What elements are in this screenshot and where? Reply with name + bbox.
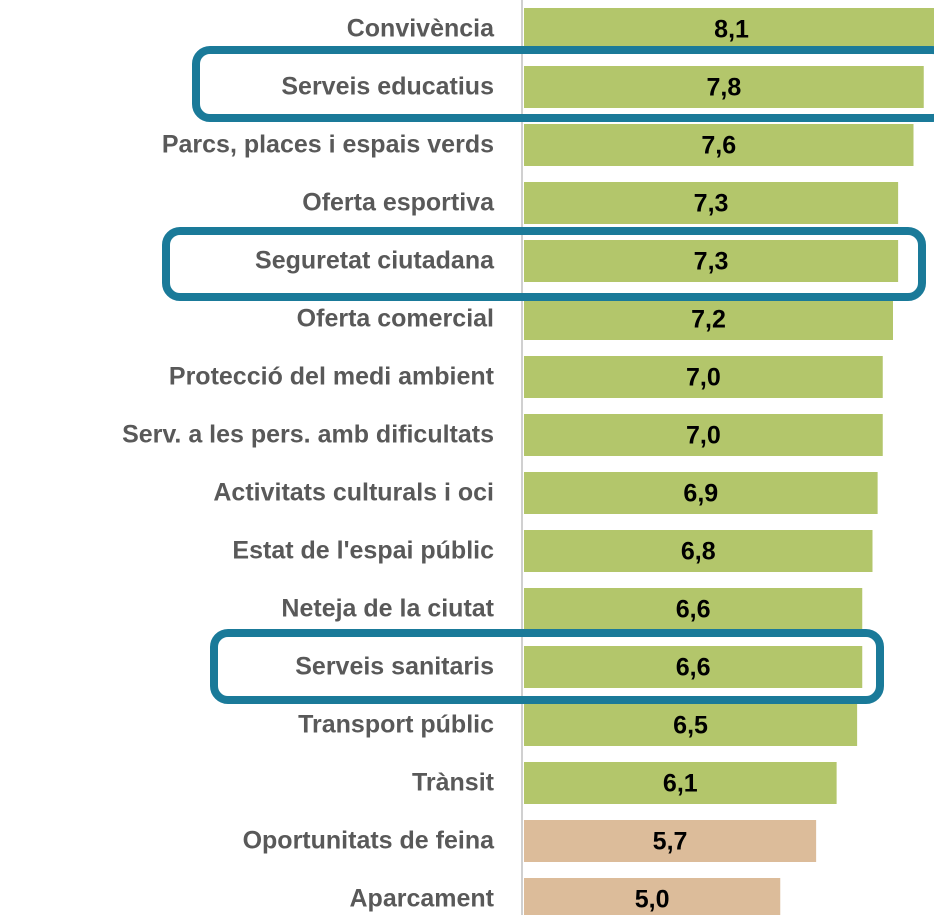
- value-label: 7,2: [691, 306, 726, 334]
- category-label: Neteja de la ciutat: [281, 595, 494, 623]
- category-label: Oferta comercial: [297, 305, 494, 333]
- value-label: 5,0: [635, 886, 670, 914]
- category-label: Serv. a les pers. amb dificultats: [122, 421, 494, 449]
- bar: [524, 182, 899, 224]
- bar: [524, 298, 893, 340]
- bar: [524, 356, 883, 398]
- category-label: Oportunitats de feina: [243, 827, 496, 855]
- value-label: 8,1: [714, 16, 749, 44]
- value-label: 6,5: [673, 712, 708, 740]
- category-label: Trànsit: [412, 769, 495, 797]
- category-label: Transport públic: [298, 711, 494, 739]
- category-label: Oferta esportiva: [302, 189, 495, 217]
- bar: [524, 646, 863, 688]
- bar: [524, 414, 883, 456]
- highlight-frame: [210, 629, 884, 704]
- bar: [524, 588, 863, 630]
- bar: [524, 8, 934, 50]
- bar: [524, 762, 837, 804]
- value-label: 6,6: [676, 654, 711, 682]
- value-label: 7,3: [694, 248, 729, 276]
- highlight-frame: [192, 46, 934, 122]
- bar: [524, 878, 781, 915]
- value-label: 6,9: [683, 480, 718, 508]
- bar: [524, 124, 914, 166]
- bar: [524, 240, 899, 282]
- value-label: 7,3: [694, 190, 729, 218]
- category-label: Activitats culturals i oci: [213, 479, 494, 507]
- category-label: Estat de l'espai públic: [232, 537, 494, 565]
- value-label: 6,8: [681, 538, 716, 566]
- category-label: Serveis educatius: [281, 73, 494, 101]
- category-label: Seguretat ciutadana: [255, 247, 495, 275]
- value-label: 6,1: [663, 770, 698, 798]
- bar: [524, 704, 858, 746]
- bar: [524, 820, 817, 862]
- bar: [524, 472, 878, 514]
- bar: [524, 530, 873, 572]
- bar: [524, 66, 924, 108]
- category-label: Convivència: [347, 15, 495, 43]
- value-label: 7,8: [706, 74, 741, 102]
- category-label: Aparcament: [350, 885, 495, 913]
- value-label: 7,0: [686, 364, 721, 392]
- value-label: 7,0: [686, 422, 721, 450]
- highlight-frame: [162, 227, 926, 301]
- value-label: 6,6: [676, 596, 711, 624]
- value-label: 5,7: [653, 828, 688, 856]
- category-label: Serveis sanitaris: [295, 653, 494, 681]
- category-label: Protecció del medi ambient: [169, 363, 495, 391]
- category-label: Parcs, places i espais verds: [162, 131, 494, 159]
- value-label: 7,6: [701, 132, 736, 160]
